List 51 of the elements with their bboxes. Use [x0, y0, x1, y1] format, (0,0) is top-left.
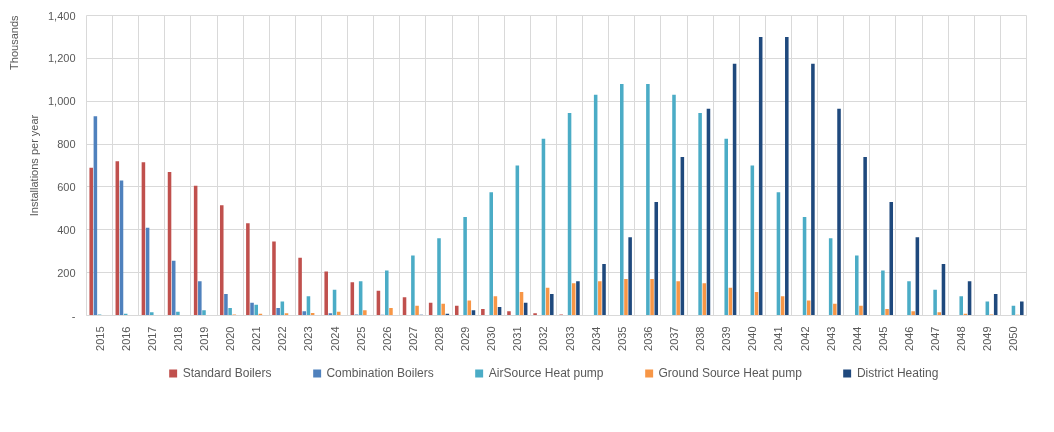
- x-tick-label: 2042: [798, 326, 811, 351]
- x-tick-label: 2049: [981, 326, 994, 351]
- y-tick-label: -: [71, 309, 76, 322]
- y-tick-label: 200: [57, 266, 76, 279]
- x-tick-label: 2031: [511, 326, 524, 351]
- legend-label: District Heating: [856, 366, 939, 380]
- legend-label: AirSource Heat pump: [488, 366, 604, 380]
- x-tick-label: 2020: [224, 326, 237, 351]
- x-tick-label: 2021: [250, 326, 263, 351]
- x-tick-label: 2024: [328, 326, 341, 351]
- x-tick-label: 2022: [276, 326, 289, 351]
- x-tick-label: 2046: [903, 326, 915, 351]
- y-axis-title: Installations per year: [27, 114, 40, 217]
- x-tick-label: 2034: [589, 326, 602, 351]
- x-tick-label: 2027: [406, 326, 419, 351]
- x-tick-label: 2026: [380, 326, 393, 351]
- x-tick-label: 2047: [929, 326, 942, 351]
- x-tick-label: 2037: [668, 326, 680, 351]
- x-tick-label: 2023: [302, 326, 315, 351]
- x-tick-label: 2039: [720, 326, 733, 351]
- y-tick-label: 400: [57, 223, 76, 236]
- text: Thousands: [7, 15, 20, 70]
- y-tick-label: 1,000: [47, 95, 76, 108]
- x-tick-label: 2045: [876, 326, 889, 351]
- x-tick-label: 2025: [354, 326, 367, 351]
- x-tick-label: 2017: [145, 326, 158, 351]
- y-tick-label: 1,400: [47, 9, 76, 22]
- x-tick-label: 2032: [537, 326, 550, 351]
- x-tick-label: 2036: [641, 326, 654, 351]
- x-tick-label: 2029: [459, 326, 472, 351]
- x-tick-label: 2043: [824, 326, 837, 351]
- y-tick-label: 800: [57, 138, 76, 151]
- x-tick-label: 2035: [615, 326, 628, 351]
- x-tick-label: 2028: [433, 326, 445, 351]
- x-tick-label: 2016: [119, 326, 132, 351]
- legend-label: Standard Boilers: [182, 366, 272, 380]
- y-tick-label: 600: [57, 180, 76, 193]
- legend-label: Combination Boilers: [326, 366, 434, 380]
- x-tick-label: 2030: [485, 326, 498, 351]
- x-tick-label: 2038: [694, 326, 707, 351]
- x-tick-label: 2048: [955, 326, 968, 351]
- legend-label: Ground Source Heat pump: [658, 366, 802, 380]
- x-tick-label: 2018: [171, 326, 184, 351]
- x-tick-label: 2040: [746, 326, 759, 351]
- x-tick-label: 2015: [93, 326, 106, 351]
- x-tick-label: 2041: [772, 326, 785, 351]
- x-tick-label: 2050: [1007, 326, 1020, 351]
- y-tick-label: 1,200: [47, 52, 76, 65]
- x-tick-label: 2044: [850, 326, 863, 351]
- x-tick-label: 2033: [563, 326, 576, 351]
- x-tick-label: 2019: [198, 326, 210, 351]
